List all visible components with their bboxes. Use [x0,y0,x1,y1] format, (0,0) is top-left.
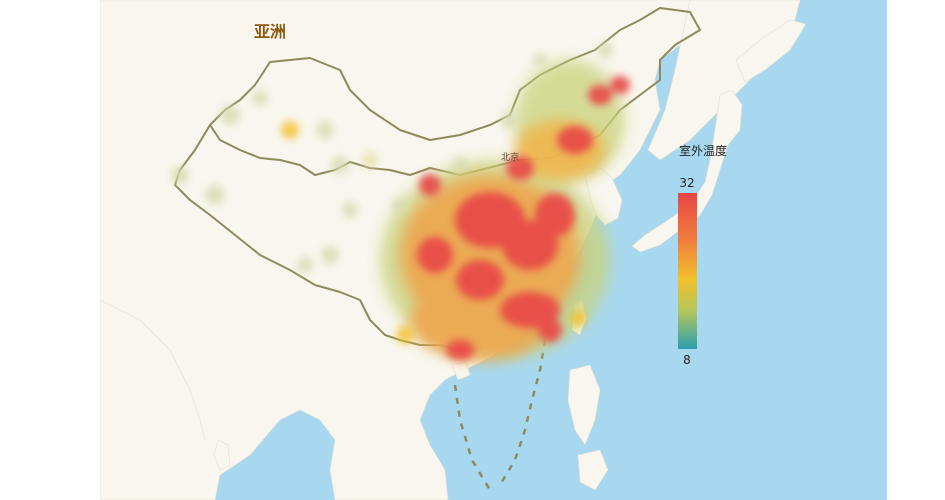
heat-spot-west-6 [205,185,225,205]
heat-spot-ne-2 [597,42,613,58]
heat-spot-west-14 [501,111,519,129]
heat-spot-west-1 [220,105,240,125]
heat-spot-ne-1 [533,53,547,67]
city-label-beijing: 北京 [501,153,520,163]
legend-title: 室外温度 [678,144,727,158]
heat-spot-west-9 [342,202,358,218]
heat-core-beijing [506,156,534,180]
heat-spot-west-4 [252,90,268,106]
hainan-island [451,361,471,381]
heat-spot-west-12 [392,197,408,213]
heat-core-sichuan [417,237,453,273]
heat-spot-west-2 [281,121,299,139]
heat-core-heilongjiang [610,76,630,94]
heat-core-liaoning [557,126,593,154]
heat-core-fujian [538,318,562,342]
heat-spot-taiwan [570,310,586,326]
heat-spot-west-10 [321,246,339,264]
heat-core-guangdong [500,292,560,328]
philippines-south [577,449,609,491]
heat-spot-sw-1 [396,326,414,344]
heat-core-shanxi [419,174,441,196]
legend-min-label: 8 [683,353,691,367]
heatmap-layer [171,42,630,360]
region-label-asia: 亚洲 [254,22,287,41]
korea-peninsula [584,167,623,226]
heat-spot-west-3 [316,121,334,139]
philippines-islands [567,364,601,446]
legend-max-label: 32 [679,176,695,190]
heat-core-guangxi [446,340,474,360]
heat-core-jiangsu [535,193,575,237]
heat-core-jilin [588,85,612,105]
heat-spot-west-7 [331,156,349,174]
legend-color-bar[interactable] [678,193,697,349]
heatmap-canvas[interactable] [100,0,887,500]
map-viewport[interactable]: 亚洲 北京 [100,0,887,500]
heat-spot-west-11 [297,257,313,273]
heat-core-hunan [456,260,504,300]
sri-lanka-island [213,439,231,471]
india-coast [100,299,206,441]
nine-dash-line [453,339,547,491]
heat-spot-west-13 [452,157,468,173]
japan-north-island [735,19,807,83]
heat-spot-west-8 [362,152,378,168]
heat-spot-west-5 [171,166,189,184]
